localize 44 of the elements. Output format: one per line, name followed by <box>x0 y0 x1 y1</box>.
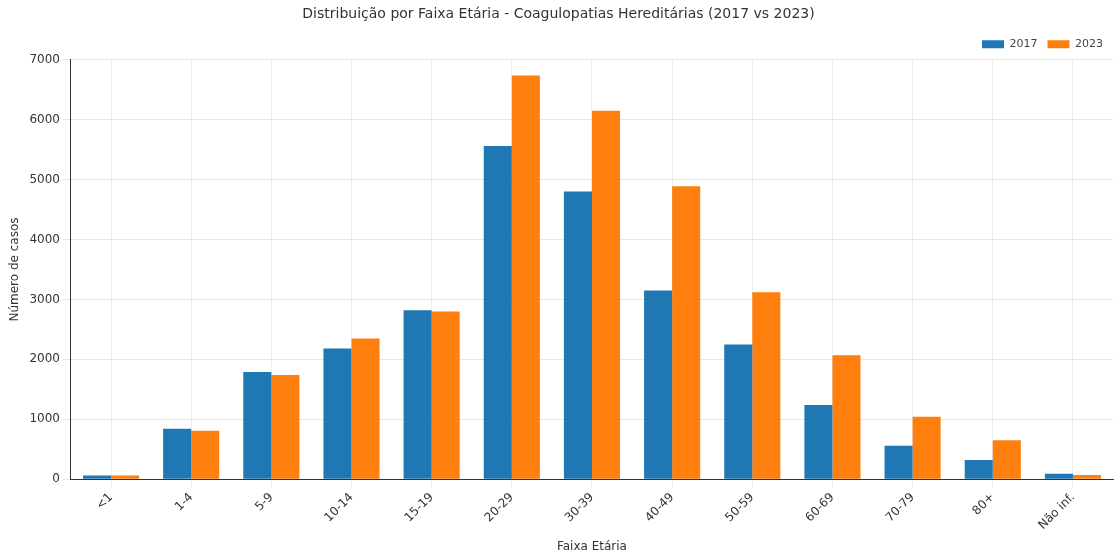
chart-title: Distribuição por Faixa Etária - Coagulopatias Hereditárias (2017 vs 2023) <box>302 5 815 22</box>
bar <box>1044 473 1073 479</box>
y-tick-label: 7000 <box>29 51 60 66</box>
x-tick-label: 1-4 <box>171 489 196 514</box>
bar <box>111 475 140 479</box>
x-tick-label: 5-9 <box>251 489 276 514</box>
bar <box>804 404 833 479</box>
x-axis-title: Faixa Etária <box>556 538 627 553</box>
bar <box>964 460 993 479</box>
bar <box>351 338 380 479</box>
bar <box>832 355 861 479</box>
bar <box>591 110 621 479</box>
bar <box>323 348 352 479</box>
bar <box>163 428 192 479</box>
bar <box>992 440 1021 479</box>
bar <box>644 290 673 479</box>
bar <box>243 371 272 479</box>
y-axis-title: Número de casos <box>7 217 22 322</box>
x-tick-label: Não inf. <box>1035 489 1078 532</box>
bar <box>82 475 112 479</box>
bar <box>752 292 781 479</box>
y-tick-label: 1000 <box>29 411 60 426</box>
bar <box>483 146 512 479</box>
bar <box>511 75 540 479</box>
bar <box>191 430 220 479</box>
x-tick-label: <1 <box>92 489 116 513</box>
bar <box>672 186 701 479</box>
y-tick-label: 2000 <box>29 351 60 366</box>
bar <box>724 344 753 479</box>
bar <box>884 445 913 479</box>
bar <box>912 416 941 479</box>
bar <box>403 310 432 479</box>
y-tick-label: 3000 <box>29 291 60 306</box>
y-tick-label: 5000 <box>29 171 60 186</box>
legend-label: 2023 <box>1075 37 1104 51</box>
legend-label: 2017 <box>1009 37 1038 51</box>
bar <box>271 374 300 479</box>
x-tick-label: 80+ <box>969 489 998 518</box>
bar <box>563 191 592 479</box>
y-tick-label: 6000 <box>29 111 60 126</box>
y-tick-label: 0 <box>52 471 60 486</box>
bar <box>1072 474 1101 479</box>
bar <box>431 311 460 479</box>
y-tick-label: 4000 <box>29 231 60 246</box>
